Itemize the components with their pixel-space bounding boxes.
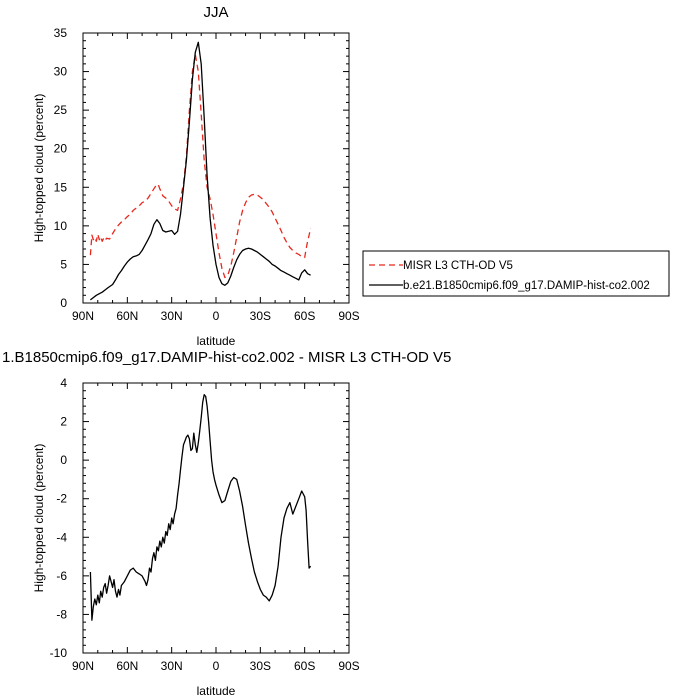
bottom-series-line-0 — [89, 393, 312, 621]
top-x-tick-label: 90N — [72, 309, 94, 323]
legend-box — [362, 250, 670, 297]
legend-label-misr: MISR L3 CTH-OD V5 — [403, 260, 513, 272]
top-y-tick-label: 20 — [54, 142, 68, 156]
bottom-x-tick-label: 30N — [161, 659, 183, 673]
top-xlabel: latitude — [197, 334, 236, 348]
top-y-tick-label: 15 — [54, 180, 68, 194]
top-y-tick-label: 10 — [54, 219, 68, 233]
top-ticks: 90N 60N 30N 0 30S 60S 90S 0 5 10 15 20 25 30 35 — [54, 26, 360, 323]
bottom-y-tick-label: -2 — [56, 492, 67, 506]
legend-label-model: b.e21.B1850cmip6.f09_g17.DAMIP-hist-co2.… — [403, 280, 650, 292]
bottom-xlabel: latitude — [197, 684, 236, 698]
bottom-axes-frame — [82, 382, 350, 654]
top-y-tick-label: 5 — [60, 257, 67, 271]
bottom-x-tick-label: 90S — [338, 659, 359, 673]
top-series — [89, 41, 312, 301]
top-title: JJA — [203, 4, 228, 21]
top-x-tick-label: 60N — [116, 309, 138, 323]
top-x-tick-label: 30S — [250, 309, 271, 323]
top-y-tick-label: 35 — [54, 26, 68, 40]
bottom-x-tick-label: 60N — [116, 659, 138, 673]
top-y-tick-label: 0 — [60, 296, 67, 310]
bottom-x-tick-label: 30S — [250, 659, 271, 673]
top-panel: JJA High-topped cloud (percent) latitude… — [32, 4, 360, 348]
top-x-tick-label: 30N — [161, 309, 183, 323]
bottom-x-tick-label: 90N — [72, 659, 94, 673]
bottom-x-tick-label: 60S — [294, 659, 315, 673]
top-y-tick-label: 30 — [54, 65, 68, 79]
top-x-tick-label: 90S — [338, 309, 359, 323]
bottom-y-tick-label: -4 — [56, 530, 67, 544]
bottom-y-tick-label: 4 — [60, 376, 67, 390]
bottom-y-tick-label: 2 — [60, 415, 67, 429]
bottom-y-tick-label: -10 — [50, 646, 68, 660]
bottom-y-tick-label: -8 — [56, 607, 67, 621]
top-y-tick-label: 25 — [54, 103, 68, 117]
bottom-series — [89, 393, 312, 621]
top-series-line-0 — [89, 53, 312, 279]
bottom-ticks: 90N 60N 30N 0 30S 60S 90S -10 -8 -6 -4 -2 0 2 4 — [50, 376, 360, 673]
top-x-tick-label: 0 — [213, 309, 220, 323]
bottom-y-tick-label: -6 — [56, 569, 67, 583]
bottom-y-tick-label: 0 — [60, 453, 67, 467]
bottom-title: 1.B1850cmip6.f09_g17.DAMIP-hist-co2.002 … — [2, 349, 451, 366]
bottom-x-tick-label: 0 — [213, 659, 220, 673]
bottom-panel: 1.B1850cmip6.f09_g17.DAMIP-hist-co2.002 … — [2, 349, 451, 698]
legend: MISR L3 CTH-OD V5 b.e21.B1850cmip6.f09_g… — [362, 250, 670, 297]
top-ylabel: High-topped cloud (percent) — [32, 94, 46, 243]
top-x-tick-label: 60S — [294, 309, 315, 323]
top-series-line-1 — [89, 41, 311, 301]
bottom-plot-frame — [82, 382, 350, 654]
bottom-ylabel: High-topped cloud (percent) — [32, 444, 46, 593]
